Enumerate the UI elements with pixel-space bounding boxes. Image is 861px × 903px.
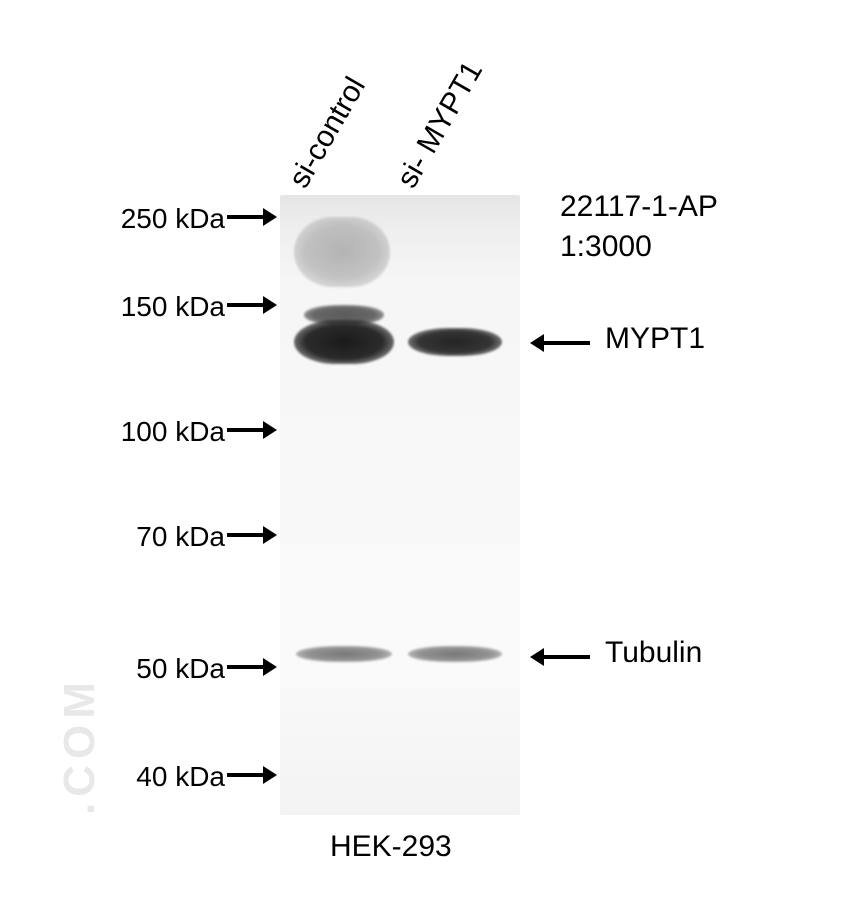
label-mypt1: MYPT1 [605, 322, 705, 356]
background-smear-lane1 [294, 217, 390, 287]
band-mypt1-lane2 [408, 328, 502, 356]
marker-arrow-icon [227, 658, 277, 676]
watermark-text-2: .COM [55, 676, 105, 815]
western-blot-membrane [280, 195, 520, 815]
marker-arrow-icon [227, 766, 277, 784]
lane-label-mypt1: si- MYPT1 [391, 56, 490, 194]
antibody-id: 22117-1-AP [560, 190, 718, 224]
antibody-dilution: 1:3000 [560, 230, 652, 264]
band-tubulin-lane1 [296, 646, 392, 662]
label-tubulin: Tubulin [605, 636, 702, 670]
marker-label: 50 kDa [136, 653, 225, 685]
marker-label: 70 kDa [136, 521, 225, 553]
marker-arrow-icon [227, 296, 277, 314]
marker-arrow-icon [227, 421, 277, 439]
band-tubulin-lane2 [408, 646, 502, 662]
band-mypt1-lane1 [294, 320, 394, 364]
marker-label: 40 kDa [136, 761, 225, 793]
arrow-mypt1 [530, 334, 590, 352]
marker-label: 250 kDa [121, 203, 225, 235]
lane-label-control: si-control [283, 72, 373, 194]
marker-label: 150 kDa [121, 291, 225, 323]
marker-arrow-icon [227, 526, 277, 544]
marker-arrow-icon [227, 208, 277, 226]
figure-container: .COM si-control si- MYPT1 22117-1-AP 1:3… [0, 0, 861, 903]
cell-line-label: HEK-293 [330, 830, 452, 864]
arrow-tubulin [530, 648, 590, 666]
band-mypt1-lane1-tail [304, 305, 384, 325]
marker-label: 100 kDa [121, 416, 225, 448]
